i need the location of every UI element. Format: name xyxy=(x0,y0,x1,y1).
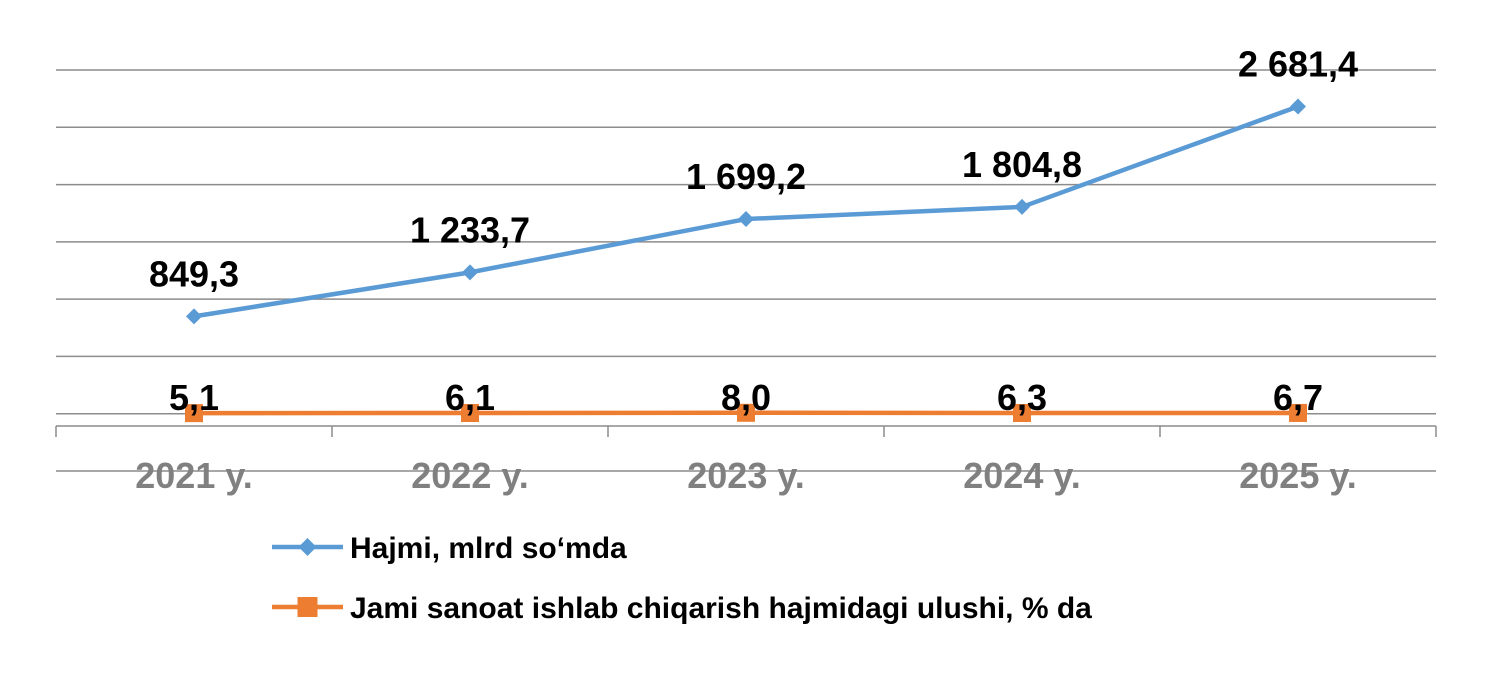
data-point-marker xyxy=(738,211,754,228)
data-label: 8,0 xyxy=(721,377,771,418)
x-tick-label: 2025 y. xyxy=(1239,455,1356,496)
data-point-marker xyxy=(737,403,755,422)
data-label: 6,3 xyxy=(997,377,1047,418)
data-point-marker xyxy=(462,264,478,281)
legend-item-2: Jami sanoat ishlab chiqarish hajmidagi u… xyxy=(272,592,1092,625)
legend-marker xyxy=(298,538,317,556)
x-tick-label: 2023 y. xyxy=(687,455,804,496)
series-group xyxy=(185,98,1307,423)
data-point-marker xyxy=(1290,98,1306,115)
data-point-marker xyxy=(1014,198,1030,215)
data-label: 1 804,8 xyxy=(962,144,1082,185)
data-point-marker xyxy=(1289,403,1307,422)
data-point-marker xyxy=(461,404,479,423)
x-axis: 2021 y. 2022 y. 2023 y. 2024 y. 2025 y. xyxy=(55,425,1437,496)
data-labels: 849,3 1 233,7 1 699,2 1 804,8 2 681,4 5,1 6,1 8… xyxy=(149,44,1358,419)
legend-label: Hajmi, mlrd so‘mda xyxy=(350,532,627,565)
legend-label: Jami sanoat ishlab chiqarish hajmidagi u… xyxy=(350,592,1092,625)
data-point-marker xyxy=(186,308,202,325)
x-tick-label: 2024 y. xyxy=(963,455,1080,496)
data-label: 1 233,7 xyxy=(410,209,530,250)
x-tick-label: 2021 y. xyxy=(135,455,252,496)
legend-item-1: Hajmi, mlrd so‘mda xyxy=(272,532,627,565)
data-label: 849,3 xyxy=(149,253,239,294)
data-point-marker xyxy=(185,404,203,423)
data-label: 5,1 xyxy=(169,377,219,418)
data-label: 6,7 xyxy=(1273,377,1323,418)
legend: Hajmi, mlrd so‘mda Jami sanoat ishlab chi… xyxy=(272,532,1092,625)
data-point-marker xyxy=(1013,403,1031,422)
data-label: 1 699,2 xyxy=(686,156,806,197)
legend-marker xyxy=(297,597,318,617)
data-label: 6,1 xyxy=(445,377,495,418)
data-label: 2 681,4 xyxy=(1238,44,1358,85)
x-tick-label: 2022 y. xyxy=(411,455,528,496)
